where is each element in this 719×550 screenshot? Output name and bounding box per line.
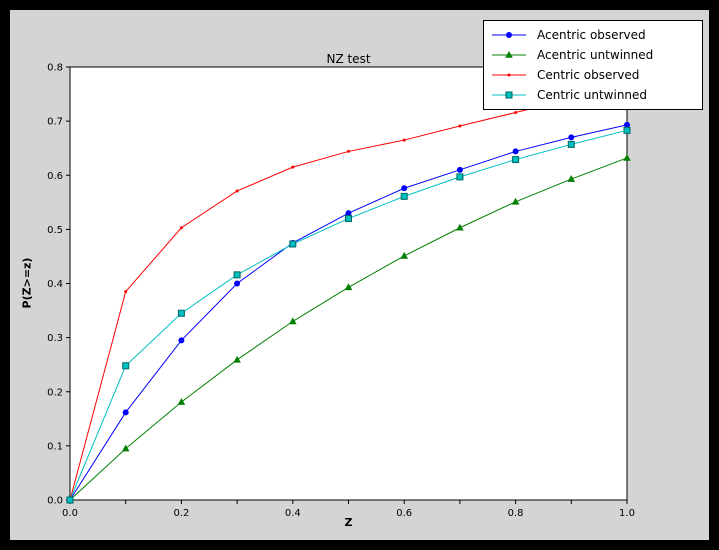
series-marker-acentric-observed <box>568 134 575 141</box>
x-tick-label: 0.8 <box>508 508 524 519</box>
legend-line-sample <box>492 51 526 58</box>
y-tick-label: 0.3 <box>47 333 63 344</box>
legend: Acentric observed Acentric untwinned Centr… <box>483 20 703 110</box>
series-marker-acentric-untwinned <box>344 283 353 291</box>
series-marker-centric-observed <box>235 189 239 193</box>
series-marker-centric-observed <box>179 226 183 230</box>
y-tick-label: 0.1 <box>47 441 63 452</box>
x-tick-label: 0.0 <box>62 508 78 519</box>
series-centric-untwinned <box>66 126 631 504</box>
legend-sample-marker <box>506 32 512 38</box>
chart-canvas: 0.0 0.2 0.4 0.6 0.8 1.0 0.0 0.1 0.2 0.3 0.4 0.5 0.6 0… <box>47 63 635 520</box>
legend-label: Acentric untwinned <box>537 48 654 62</box>
y-tick-label: 0.7 <box>47 117 63 128</box>
legend-item-centric-observed: Centric observed <box>490 65 696 85</box>
series-marker-centric-untwinned <box>233 271 241 279</box>
series-marker-centric-untwinned <box>289 240 297 248</box>
series-marker-acentric-observed <box>122 409 129 416</box>
series-marker-centric-untwinned <box>567 140 575 148</box>
y-axis-label: P(Z>=z) <box>20 257 34 309</box>
y-tick-label: 0.2 <box>47 387 63 398</box>
series-marker-acentric-untwinned <box>121 444 130 452</box>
y-tick-label: 0.5 <box>47 225 63 236</box>
legend-label: Centric observed <box>537 68 640 82</box>
series-marker-acentric-untwinned <box>623 153 631 161</box>
series-marker-acentric-observed <box>624 121 630 128</box>
legend-item-acentric-observed: Acentric observed <box>490 25 696 45</box>
series-marker-centric-untwinned <box>122 362 130 370</box>
series-marker-centric-untwinned <box>345 215 352 223</box>
series-marker-acentric-untwinned <box>511 197 520 205</box>
x-tick-label: 0.2 <box>173 508 189 519</box>
series-marker-acentric-observed <box>401 185 408 192</box>
series-marker-centric-untwinned <box>400 192 408 200</box>
figure: 0.0 0.2 0.4 0.6 0.8 1.0 0.0 0.1 0.2 0.3 0.4 0.5 0.6 0… <box>10 10 709 540</box>
x-axis-label: Z <box>344 516 353 529</box>
series-marker-acentric-observed <box>345 210 352 217</box>
series-marker-acentric-observed <box>456 166 463 173</box>
series-marker-acentric-untwinned <box>567 175 576 182</box>
legend-label: Centric untwinned <box>537 88 648 102</box>
series-marker-acentric-untwinned <box>289 317 297 325</box>
series-marker-centric-untwinned <box>512 156 520 164</box>
x-tick-label: 1.0 <box>619 508 635 519</box>
series-marker-acentric-untwinned <box>400 251 408 259</box>
legend-line-sample <box>492 91 526 99</box>
legend-item-acentric-untwinned: Acentric untwinned <box>490 45 696 65</box>
chart-title: NZ test <box>326 52 371 66</box>
x-tick-label: 0.6 <box>396 508 412 519</box>
series-marker-acentric-untwinned <box>233 355 241 363</box>
y-tick-label: 0.0 <box>47 496 63 507</box>
series-marker-acentric-observed <box>178 337 185 344</box>
series-marker-acentric-observed <box>234 280 241 287</box>
series-marker-centric-observed <box>124 290 128 294</box>
series-marker-centric-untwinned <box>66 496 74 504</box>
series-marker-centric-observed <box>458 124 462 128</box>
legend-sample-marker <box>505 51 513 58</box>
series-marker-centric-untwinned <box>177 309 185 317</box>
x-tick-label: 0.4 <box>285 508 301 519</box>
y-tick-label: 0.6 <box>47 171 63 182</box>
y-tick-label: 0.4 <box>47 279 63 290</box>
legend-item-centric-untwinned: Centric untwinned <box>490 85 696 105</box>
series-marker-acentric-observed <box>512 148 519 155</box>
series-marker-centric-untwinned <box>623 126 631 134</box>
series-marker-centric-untwinned <box>456 173 464 181</box>
series-marker-centric-observed <box>347 149 350 153</box>
y-tick-label: 0.8 <box>47 63 63 74</box>
legend-line-sample <box>492 73 526 77</box>
series-marker-centric-observed <box>291 165 295 169</box>
series-marker-centric-observed <box>402 138 406 142</box>
legend-sample-marker <box>505 91 513 99</box>
series-marker-acentric-untwinned <box>177 398 186 405</box>
series-marker-acentric-untwinned <box>456 223 464 231</box>
legend-line-sample <box>492 32 526 38</box>
series-marker-centric-observed <box>514 110 518 114</box>
legend-sample-marker <box>507 73 511 77</box>
legend-label: Acentric observed <box>537 28 646 42</box>
